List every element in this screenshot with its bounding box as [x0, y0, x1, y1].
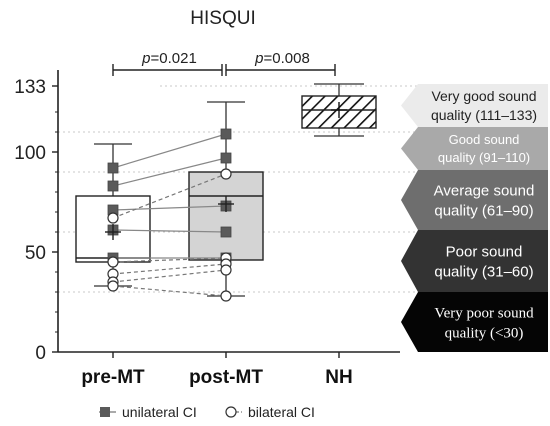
x-tick-label-premt: pre-MT	[81, 367, 145, 388]
quality-band-label-3: Average sound quality (61–90)	[434, 182, 535, 219]
bilateral-point-post	[220, 264, 232, 276]
quality-band-label-1: Very good sound quality (111–133)	[431, 88, 537, 123]
bilateral-line	[112, 257, 227, 263]
p-value-label-1: p=0.021	[141, 50, 197, 67]
quality-band-2	[401, 127, 548, 170]
boxplots	[75, 83, 377, 297]
bilateral-line	[112, 269, 227, 283]
unilateral-point-post	[220, 152, 232, 164]
quality-band-1	[401, 84, 548, 127]
legend-unilateral-marker	[100, 407, 110, 417]
chart-title: HISQUI	[190, 8, 255, 29]
mean-markers	[105, 102, 347, 240]
bilateral-point-pre	[107, 212, 119, 224]
legend-bilateral-label: bilateral CI	[248, 404, 315, 420]
y-tick-label-0: 0	[35, 343, 46, 364]
bilateral-line	[112, 263, 227, 275]
unilateral-line	[112, 229, 227, 233]
quality-bands: Very good sound quality (111–133) Good sou…	[401, 84, 548, 352]
quality-band-4	[401, 230, 548, 292]
paired-lines	[112, 133, 227, 297]
gridlines	[58, 85, 470, 293]
x-tick-label-nh: NH	[325, 367, 352, 388]
bilateral-point-pre	[107, 256, 119, 268]
significance-brackets: p=0.021 p=0.008	[112, 50, 336, 76]
x-tick-label-postmt: post-MT	[189, 367, 263, 388]
unilateral-point-post	[220, 226, 232, 238]
bilateral-point-post	[220, 168, 232, 180]
box-nh	[301, 95, 377, 129]
quality-band-label-4: Poor sound quality (31–60)	[434, 243, 533, 280]
legend-unilateral-label: unilateral CI	[122, 404, 197, 420]
bilateral-point-post	[220, 290, 232, 302]
unilateral-point-pre	[107, 180, 119, 192]
y-tick-label-100: 100	[14, 143, 46, 164]
legend-bilateral-marker	[225, 406, 237, 418]
unilateral-line	[112, 157, 227, 187]
y-tick-label-50: 50	[25, 243, 46, 264]
bilateral-line	[112, 173, 227, 219]
quality-band-3	[401, 170, 548, 230]
unilateral-line	[112, 205, 227, 211]
quality-band-5	[401, 292, 548, 352]
legend: unilateral CI bilateral CI	[99, 404, 315, 420]
quality-band-label-5: Very poor sound quality (<30)	[434, 305, 534, 341]
unilateral-point-post	[220, 128, 232, 140]
quality-band-label-2: Good sound quality (91–110)	[438, 132, 530, 165]
unilateral-point-pre	[107, 162, 119, 174]
y-axis: 0 50 100 133	[14, 70, 400, 364]
bilateral-line	[112, 285, 227, 297]
box-postmt	[188, 171, 264, 261]
y-tick-label-133: 133	[14, 77, 46, 98]
x-tick-labels: pre-MT post-MT NH	[81, 367, 352, 388]
p-value-label-2: p=0.008	[254, 50, 310, 67]
unilateral-line	[112, 133, 227, 169]
bilateral-point-pre	[107, 280, 119, 292]
